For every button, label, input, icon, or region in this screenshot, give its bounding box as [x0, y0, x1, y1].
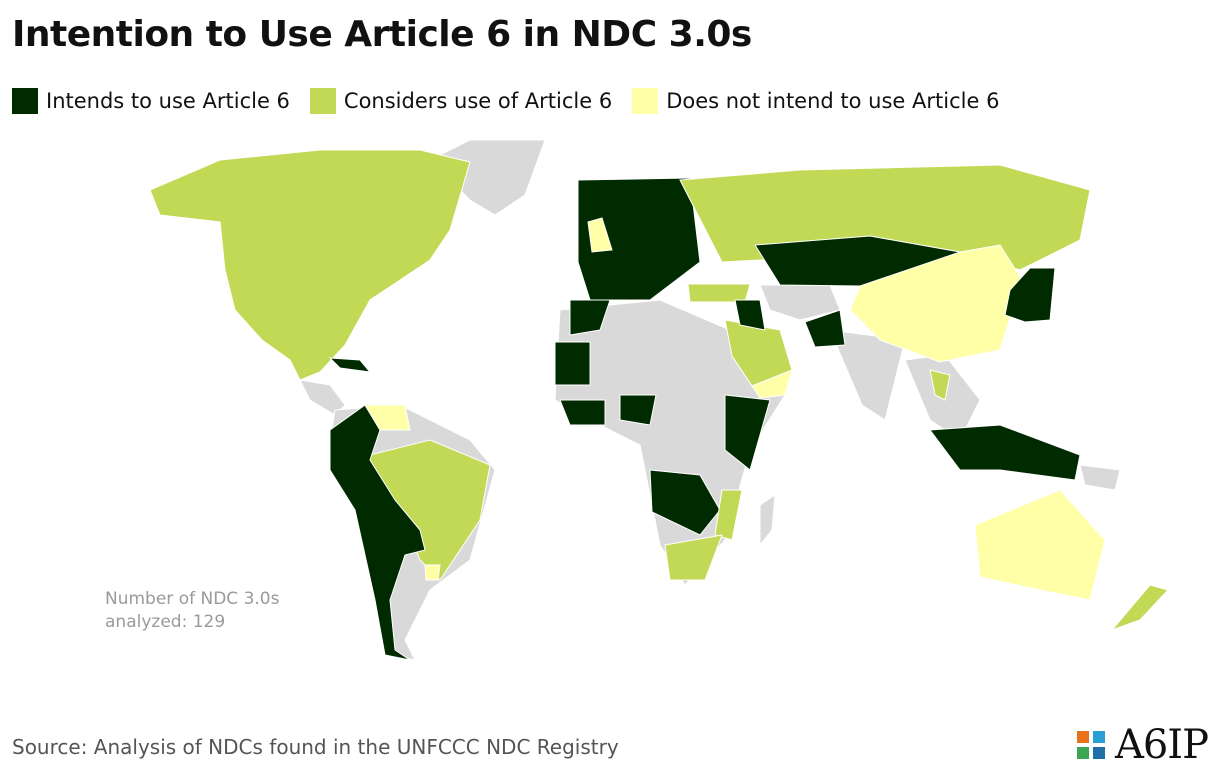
legend-label: Considers use of Article 6: [343, 89, 613, 113]
south-africa: [664, 534, 723, 581]
title: Intention to Use Article 6 in NDC 3.0s: [12, 14, 752, 55]
legend-label: Does not intend to use Article 6: [666, 89, 1000, 113]
japan-korea: [1004, 267, 1056, 323]
iraq: [734, 299, 766, 331]
indonesia: [929, 424, 1081, 481]
logo: A6IP: [1073, 722, 1209, 768]
pakistan: [804, 309, 846, 348]
east-africa: [724, 394, 771, 471]
north-america: [149, 149, 471, 381]
madagascar: [759, 494, 776, 547]
logo-icon: [1076, 731, 1105, 759]
andean-west: [329, 404, 426, 661]
png: [1079, 464, 1121, 491]
legend-swatch: [632, 88, 659, 114]
west-africa: [559, 399, 606, 426]
legend-item: Does not intend to use Article 6: [632, 88, 999, 114]
nigeria: [619, 394, 657, 426]
thailand: [929, 369, 951, 401]
greenland: [429, 139, 546, 216]
caribbean: [328, 357, 372, 373]
uruguay: [424, 564, 441, 581]
europe: [577, 177, 701, 301]
logo-text: A6IP: [1114, 722, 1209, 768]
legend-item: Intends to use Article 6: [12, 88, 290, 114]
turkey: [687, 283, 751, 303]
angola-drc: [649, 469, 721, 536]
morocco-algeria: [569, 299, 611, 336]
legend-label: Intends to use Article 6: [46, 89, 290, 113]
note: Number of NDC 3.0s analyzed: 129: [105, 589, 280, 632]
china: [849, 244, 1023, 363]
new-zealand: [1110, 584, 1169, 632]
legend-swatch: [12, 88, 38, 114]
oman-yemen: [751, 369, 793, 399]
australia: [974, 489, 1106, 601]
legend-item: Considers use of Article 6: [309, 88, 613, 114]
mozambique: [714, 489, 743, 541]
legend-swatch: [309, 88, 336, 114]
venezuela: [364, 404, 411, 431]
mauritania: [554, 341, 591, 386]
legend: Intends to use Article 6 Considers use of…: [12, 88, 999, 114]
source: Source: Analysis of NDCs found in the UN…: [12, 735, 619, 759]
uk: [587, 217, 613, 253]
